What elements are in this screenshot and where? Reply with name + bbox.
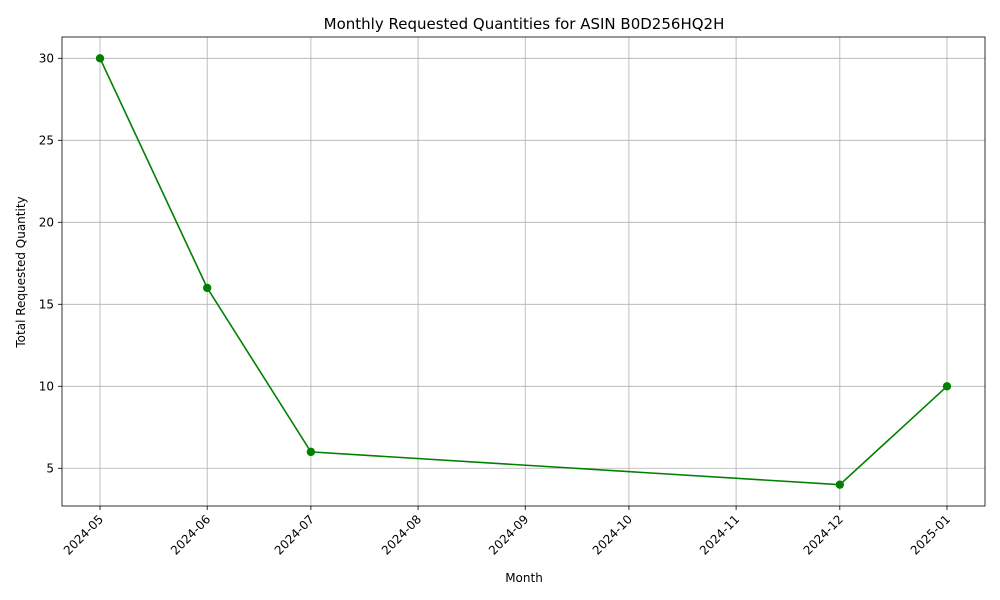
x-tick-label: 2024-08 xyxy=(379,512,424,557)
y-axis-title: Total Requested Quantity xyxy=(14,196,28,348)
y-tick-label: 30 xyxy=(39,51,54,65)
y-tick-label: 25 xyxy=(39,133,54,147)
data-point xyxy=(202,283,212,293)
x-tick-label: 2025-01 xyxy=(908,512,953,557)
y-tick-label: 15 xyxy=(39,297,54,311)
y-tick-label: 20 xyxy=(39,215,54,229)
x-tick-label: 2024-12 xyxy=(801,512,846,557)
x-tick-label: 2024-11 xyxy=(697,512,742,557)
data-point xyxy=(942,382,952,391)
x-tick-label: 2024-06 xyxy=(168,512,213,557)
x-tick-label: 2024-09 xyxy=(486,512,531,557)
series-line xyxy=(99,57,948,486)
series-layer xyxy=(95,54,952,489)
x-tick-label: 2024-05 xyxy=(61,512,106,557)
chart-title: Monthly Requested Quantities for ASIN B0… xyxy=(324,15,725,33)
y-tick-label: 10 xyxy=(39,379,54,393)
x-axis-title: Month xyxy=(505,571,543,585)
data-point xyxy=(306,447,316,457)
x-tick-label: 2024-10 xyxy=(590,512,635,557)
x-tick-label: 2024-07 xyxy=(272,512,317,557)
plot-area-frame xyxy=(61,36,986,507)
grid xyxy=(62,37,985,506)
y-tick-label: 5 xyxy=(46,461,54,475)
data-point xyxy=(835,480,845,489)
data-point xyxy=(95,54,105,63)
